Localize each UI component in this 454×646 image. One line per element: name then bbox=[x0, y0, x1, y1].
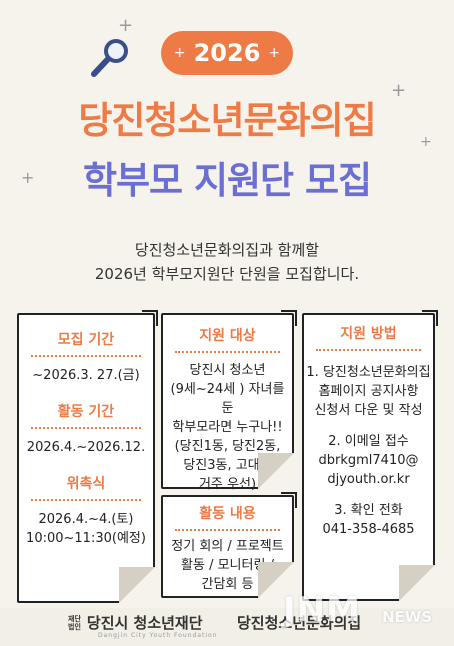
page-fold bbox=[399, 565, 435, 601]
intro-line-2: 2026년 학부모지원단 단원을 모집합니다. bbox=[94, 265, 360, 283]
intro-line-1: 당진청소년문화의집과 함께할 bbox=[134, 241, 320, 259]
year-label: 2026 bbox=[193, 39, 261, 67]
watermark-news: NEWS bbox=[382, 608, 433, 626]
sparkle-icon: + bbox=[391, 80, 407, 101]
content-line: 정기 회의 / 프로젝트 bbox=[171, 539, 284, 554]
target-line: (당진1동, 당진2동, bbox=[174, 439, 281, 454]
phone-line: 3. 확인 전화 bbox=[334, 503, 403, 518]
sparkle-icon: + bbox=[118, 15, 134, 36]
method-line: 1. 당진청소년문화의집 bbox=[306, 365, 431, 380]
divider bbox=[316, 349, 421, 351]
period-value: ~2026.3. 27.(금) bbox=[32, 368, 140, 383]
page-fold bbox=[258, 562, 294, 598]
email-line: 2. 이메일 접수 bbox=[328, 434, 409, 449]
sparkle-icon: + bbox=[420, 134, 432, 150]
content-card: 활동 내용 정기 회의 / 프로젝트 활동 / 모니터링 / 간담회 등 bbox=[161, 492, 297, 598]
ceremony-title: 위촉식 bbox=[66, 476, 106, 492]
year-badge: + 2026 + bbox=[161, 31, 293, 75]
content-title: 활동 내용 bbox=[199, 506, 256, 522]
sparkle-icon: + bbox=[21, 168, 35, 187]
foundation-logo: 재단 법인 당진시 청소년재단 bbox=[68, 612, 203, 633]
divider bbox=[31, 499, 141, 501]
target-title: 지원 대상 bbox=[199, 328, 256, 344]
activity-title: 활동 기간 bbox=[57, 404, 115, 420]
title-line-2: 학부모 지원단 모집 bbox=[82, 159, 372, 202]
card-corner bbox=[281, 310, 297, 326]
recruit-card: 모집 기간 ~2026.3. 27.(금) 활동 기간 2026.4.~2026… bbox=[17, 310, 158, 603]
divider bbox=[31, 427, 141, 429]
target-line: 당진시 청소년 bbox=[189, 363, 266, 378]
content-line: 간담회 등 bbox=[201, 577, 254, 592]
card-corner bbox=[281, 492, 297, 508]
method-line: 신청서 다운 및 작성 bbox=[314, 403, 423, 418]
foundation-subtitle: Dangjin City Youth Foundation bbox=[98, 632, 218, 639]
magnifier-icon bbox=[91, 39, 128, 77]
watermark-logo: JNM bbox=[283, 590, 361, 630]
divider bbox=[175, 529, 280, 531]
page-fold bbox=[258, 453, 294, 489]
target-line: 당진3동, 고대면 bbox=[183, 458, 272, 473]
email-line: djyouth.or.kr bbox=[327, 472, 410, 487]
foundation-small-label: 재단 법인 bbox=[68, 614, 81, 631]
footer-bar bbox=[0, 608, 454, 646]
plus-right: + bbox=[268, 45, 281, 61]
method-title: 지원 방법 bbox=[340, 326, 397, 342]
intro-text: 당진청소년문화의집과 함께할 2026년 학부모지원단 단원을 모집합니다. bbox=[0, 238, 454, 286]
method-line: 홈페이지 공지사항 bbox=[318, 384, 419, 399]
content-line: 활동 / 모니터링 / bbox=[181, 558, 274, 573]
phone-line: 041-358-4685 bbox=[322, 522, 415, 537]
plus-left: + bbox=[173, 45, 186, 61]
target-line: 학부모라면 누구나!! bbox=[172, 420, 283, 435]
foundation-name: 당진시 청소년재단 bbox=[86, 614, 203, 632]
ceremony-date: 2026.4.~4.(토) bbox=[38, 512, 134, 527]
page-fold bbox=[119, 567, 155, 603]
period-title: 모집 기간 bbox=[57, 332, 115, 348]
card-corner bbox=[422, 310, 438, 326]
target-line: 거주 우선) bbox=[198, 477, 257, 492]
title-line-1: 당진청소년문화의집 bbox=[78, 99, 376, 142]
divider bbox=[31, 355, 141, 357]
card-corner bbox=[142, 310, 158, 326]
method-card: 지원 방법 1. 당진청소년문화의집 홈페이지 공지사항 신청서 다운 및 작성… bbox=[302, 310, 438, 601]
target-line: (9세~24세 ) 자녀를 둔 bbox=[170, 382, 285, 416]
email-line: dbrkgml7410@ bbox=[318, 453, 419, 468]
target-card: 지원 대상 당진시 청소년 (9세~24세 ) 자녀를 둔 학부모라면 누구나!… bbox=[161, 310, 297, 492]
youth-center-logo: 당진청소년문화의집 bbox=[237, 614, 362, 632]
activity-value: 2026.4.~2026.12. bbox=[26, 440, 146, 455]
divider bbox=[175, 351, 280, 353]
ceremony-time: 10:00~11:30(예정) bbox=[26, 531, 146, 546]
